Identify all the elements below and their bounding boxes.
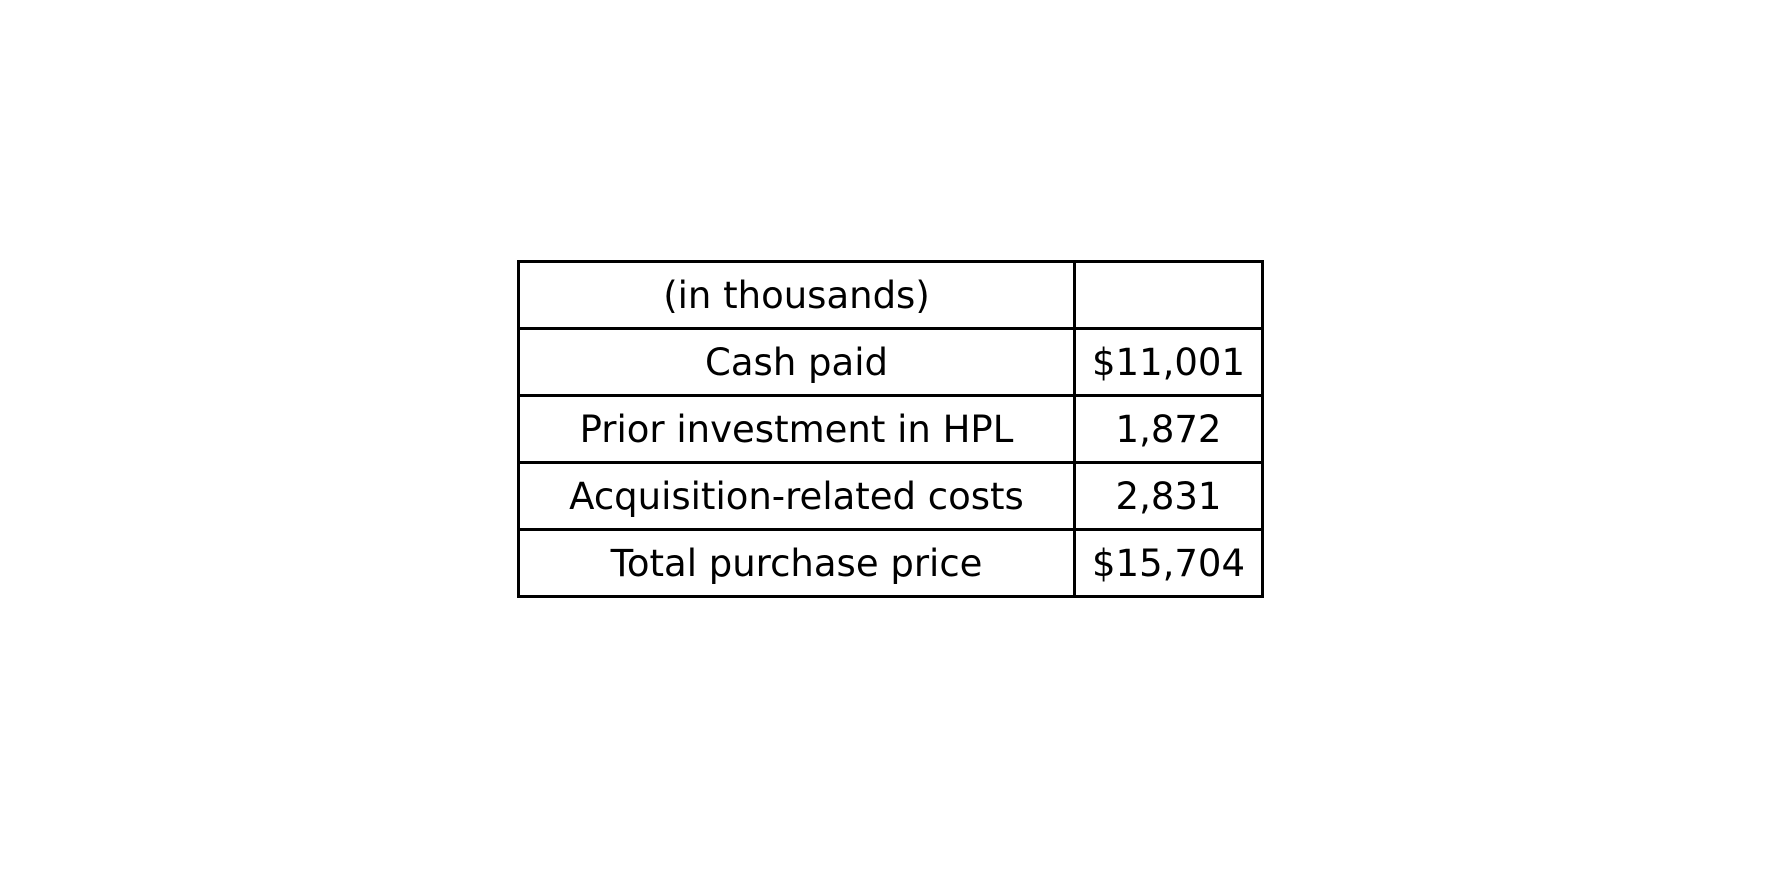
row-value-total-purchase-price: $15,704 bbox=[1073, 528, 1264, 598]
purchase-price-table: (in thousands) Cash paid $11,001 Prior i… bbox=[517, 260, 1264, 598]
row-value-acquisition-costs: 2,831 bbox=[1073, 461, 1264, 531]
purchase-price-table-container: (in thousands) Cash paid $11,001 Prior i… bbox=[517, 260, 1264, 598]
units-header-cell: (in thousands) bbox=[517, 260, 1076, 330]
table-row: Acquisition-related costs 2,831 bbox=[517, 461, 1264, 531]
row-label-cash-paid: Cash paid bbox=[517, 327, 1076, 397]
table-row: Cash paid $11,001 bbox=[517, 327, 1264, 397]
row-value-cash-paid: $11,001 bbox=[1073, 327, 1264, 397]
row-label-total-purchase-price: Total purchase price bbox=[517, 528, 1076, 598]
row-label-acquisition-costs: Acquisition-related costs bbox=[517, 461, 1076, 531]
table-header-row: (in thousands) bbox=[517, 260, 1264, 330]
table-row: Prior investment in HPL 1,872 bbox=[517, 394, 1264, 464]
table-row: Total purchase price $15,704 bbox=[517, 528, 1264, 598]
row-value-prior-investment: 1,872 bbox=[1073, 394, 1264, 464]
row-label-prior-investment: Prior investment in HPL bbox=[517, 394, 1076, 464]
value-header-cell bbox=[1073, 260, 1264, 330]
